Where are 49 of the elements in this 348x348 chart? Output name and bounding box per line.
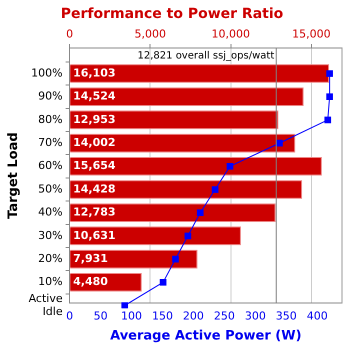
x-tick-label: 400 — [306, 310, 328, 323]
data-label: 14,524 — [73, 90, 116, 103]
data-label: 12,953 — [73, 112, 116, 126]
data-label: 14,002 — [73, 136, 116, 149]
x-axis-title: Average Active Power (W) — [110, 328, 302, 344]
point — [212, 186, 218, 193]
y-tick-label: 20% — [38, 252, 63, 265]
x2-tick-label: 0 — [66, 27, 74, 40]
x-tick-label: 250 — [214, 310, 235, 323]
y-axis-title: Target Load — [6, 132, 22, 219]
y-tick-label: 30% — [38, 228, 63, 242]
data-label: 16,103 — [73, 66, 116, 80]
y-tick-label: 70% — [38, 136, 63, 149]
y-tick-label: 90% — [38, 90, 63, 103]
data-label: 7,931 — [73, 252, 108, 265]
x2-tick-label: 15,000 — [292, 27, 331, 40]
point — [160, 278, 166, 286]
x-tick-label: 350 — [276, 310, 297, 323]
point — [184, 232, 192, 240]
data-label: 14,428 — [73, 182, 116, 196]
y-tick-label: 50% — [38, 182, 63, 196]
y-tick-label: 60% — [38, 159, 63, 172]
x-tick-label: 0 — [66, 310, 74, 323]
point — [276, 140, 283, 146]
y-tick-label: 100% — [31, 66, 63, 80]
data-label: 10,631 — [73, 228, 116, 242]
y-tick-label: Active Idle — [28, 292, 63, 318]
x-tick-label: 50 — [94, 310, 108, 323]
point — [324, 116, 332, 124]
x-tick-label: 100 — [121, 310, 142, 323]
point — [196, 209, 204, 216]
x2-tick-label: 10,000 — [212, 27, 250, 40]
point — [326, 93, 333, 100]
x2-tick-label: 5,000 — [134, 27, 166, 40]
point — [326, 70, 333, 77]
data-label: 12,783 — [73, 206, 116, 219]
chart-title: Performance to Power Ratio — [60, 6, 284, 22]
x-tick-label: 150 — [152, 310, 173, 323]
data-label: 15,654 — [73, 159, 116, 172]
data-label: 4,480 — [73, 275, 108, 288]
x-tick-label: 200 — [182, 310, 204, 323]
ref-line-label: 12,821 overall ssj_ops/watt — [138, 50, 274, 62]
y-tick-label: 80% — [38, 112, 63, 126]
y-tick-label: 40% — [38, 206, 63, 219]
point — [172, 256, 179, 262]
point — [226, 162, 234, 170]
x-tick-label: 300 — [244, 310, 266, 323]
y-tick-label: 10% — [38, 275, 63, 288]
point — [121, 302, 128, 308]
